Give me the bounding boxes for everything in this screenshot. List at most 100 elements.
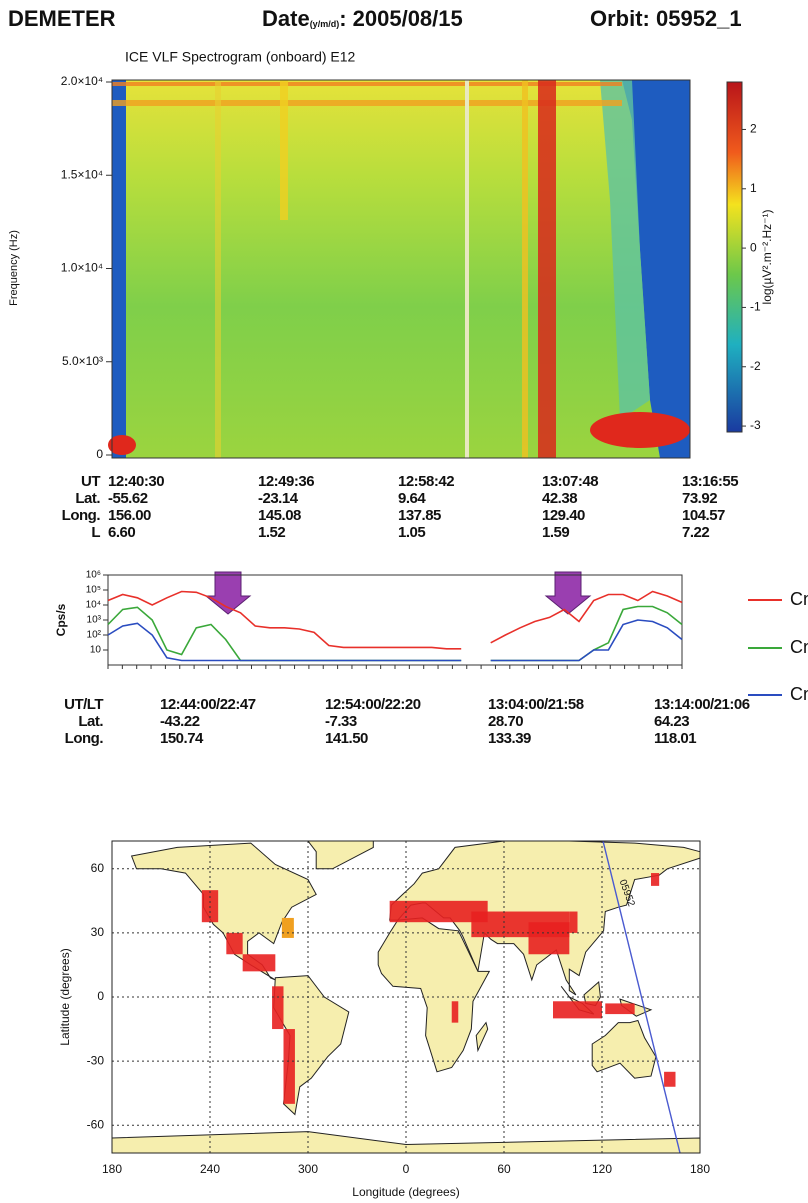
y-tick-label: 2.0×10⁴	[61, 74, 103, 88]
table-cell: -7.33	[325, 713, 357, 730]
table-cell: 6.60	[108, 524, 135, 541]
row-label: Long.	[62, 507, 101, 524]
orbit-track	[602, 840, 681, 1154]
y-axis-label: Frequency (Hz)	[8, 230, 20, 306]
table-cell: 129.40	[542, 507, 585, 524]
table-cell: 7.22	[682, 524, 709, 541]
spectrogram-image	[112, 100, 622, 106]
table-cell: 28.70	[488, 713, 523, 730]
table-cell: 1.05	[398, 524, 425, 541]
spectrogram-image	[280, 80, 288, 220]
orbit: Orbit: 05952_1	[590, 6, 742, 31]
arrow	[544, 571, 592, 615]
table-cell: -23.14	[258, 490, 299, 507]
table-cell: 150.74	[160, 730, 204, 747]
series-line	[107, 619, 683, 662]
y-tick-label: 10³	[87, 615, 102, 626]
instrument: DEMETER	[8, 6, 116, 31]
table-cell: -43.22	[160, 713, 200, 730]
spectrogram-image	[108, 435, 136, 455]
colorbar	[726, 81, 743, 433]
table-cell: 13:16:55	[682, 473, 738, 490]
table-cell: 12:54:00/22:20	[325, 696, 421, 713]
hazard-zone	[569, 911, 578, 933]
x-tick-label: 180	[102, 1162, 122, 1176]
colorbar-tick-label: -2	[750, 359, 761, 373]
legend-label: Cnt1	[790, 589, 808, 609]
date-label: Date	[262, 6, 310, 31]
x-axis-label: Longitude (degrees)	[352, 1185, 459, 1199]
y-tick-label: 60	[91, 861, 105, 875]
table-cell: 13:14:00/21:06	[654, 696, 750, 713]
x-tick-label: 180	[690, 1162, 710, 1176]
row-label: UT/LT	[64, 696, 103, 713]
y-axis-label: Latitude (degrees)	[58, 948, 72, 1045]
colorbar-tick-label: -3	[750, 418, 761, 432]
legend-label: Cnt2	[790, 637, 808, 657]
table-cell: 9.64	[398, 490, 426, 507]
spectrogram-image	[465, 80, 469, 458]
date: Date(y/m/d): 2005/08/15	[262, 6, 463, 31]
hazard-zone	[389, 900, 488, 923]
hazard-zone	[528, 922, 570, 955]
y-tick-label: -60	[87, 1117, 105, 1131]
hazard-zone	[242, 954, 276, 972]
spectrogram-image	[215, 80, 221, 458]
x-tick-label: 120	[592, 1162, 612, 1176]
table-cell: 1.52	[258, 524, 285, 541]
table-cell: 13:04:00/21:58	[488, 696, 584, 713]
spectrogram-image	[622, 80, 690, 458]
table-cell: 64.23	[654, 713, 689, 730]
table-cell: 1.59	[542, 524, 569, 541]
table-cell: 156.00	[108, 507, 151, 524]
table-cell: 12:58:42	[398, 473, 454, 490]
colorbar-tick-label: -1	[750, 300, 761, 314]
map-frame	[111, 840, 701, 1154]
hazard-zone	[226, 932, 243, 955]
hazard-zone	[605, 1003, 635, 1015]
spectrogram-image	[522, 80, 528, 458]
y-tick-label: 1.5×10⁴	[61, 167, 103, 181]
table-cell: -55.62	[108, 490, 148, 507]
hazard-zone	[664, 1071, 676, 1087]
highlight-zone	[281, 917, 294, 938]
spectrogram-image	[538, 80, 556, 458]
hazard-zone	[283, 1029, 295, 1104]
table-cell: 137.85	[398, 507, 441, 524]
series-line	[107, 590, 683, 650]
spectrogram-image	[112, 80, 690, 458]
table-cell: 73.92	[682, 490, 717, 507]
table-cell: 13:07:48	[542, 473, 598, 490]
spectrogram-image	[590, 412, 690, 448]
x-tick-label: 0	[403, 1162, 410, 1176]
y-tick-label: -30	[87, 1053, 105, 1067]
table-cell: 42.38	[542, 490, 577, 507]
land	[619, 998, 653, 1017]
y-tick-label: 10⁴	[86, 600, 101, 611]
y-tick-label: 10²	[87, 630, 102, 641]
spectrogram-title: ICE VLF Spectrogram (onboard) E12	[125, 49, 356, 65]
colorbar-tick-label: 2	[750, 122, 757, 136]
hazard-zone	[272, 986, 284, 1030]
spectrogram-image	[112, 82, 622, 86]
purple-arrows	[204, 571, 592, 615]
row-label: Long.	[65, 730, 104, 747]
x-tick-label: 300	[298, 1162, 318, 1176]
x-tick-label: 60	[497, 1162, 511, 1176]
land	[475, 1021, 489, 1053]
table-cell: 145.08	[258, 507, 301, 524]
colorbar-tick-label: 0	[750, 240, 757, 254]
hazard-zone	[451, 1001, 459, 1023]
y-tick-label: 5.0×10³	[62, 354, 103, 368]
row-label: Lat.	[78, 713, 103, 730]
table-cell: 12:49:36	[258, 473, 314, 490]
y-tick-label: 0	[96, 447, 103, 461]
y-tick-label: 10⁶	[86, 570, 101, 581]
y-tick-label: 10⁵	[86, 585, 101, 596]
arrow	[204, 571, 252, 615]
table-cell: 104.57	[682, 507, 725, 524]
colorbar-label: log(µV².m⁻².Hz⁻¹)	[760, 210, 774, 305]
y-tick-label: 30	[91, 925, 105, 939]
date-value: : 2005/08/15	[339, 6, 463, 31]
